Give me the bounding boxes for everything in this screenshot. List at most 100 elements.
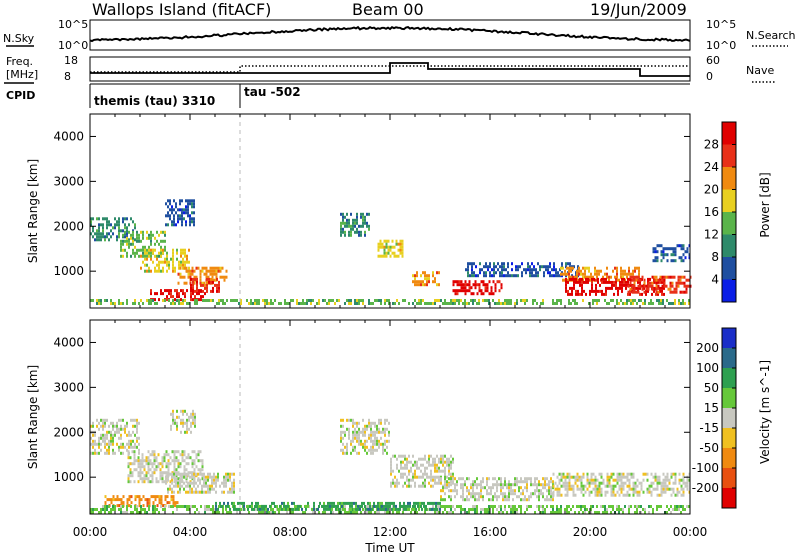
velocity-echo-cell	[530, 505, 532, 508]
velocity-echo-cell	[436, 481, 438, 485]
velocity-echo-cell	[406, 466, 408, 470]
velocity-echo-cell	[596, 493, 599, 497]
velocity-echo-cell	[139, 474, 142, 478]
velocity-echo-cell	[403, 501, 405, 505]
power-echo-cell	[318, 302, 320, 305]
velocity-echo-cell	[630, 505, 632, 508]
velocity-echo-cell	[166, 501, 169, 505]
velocity-echo-cell	[580, 478, 583, 482]
velocity-echo-cell	[140, 511, 142, 514]
power-echo-cell	[167, 223, 169, 227]
power-echo-cell	[450, 299, 452, 302]
power-echo-cell	[389, 245, 392, 249]
velocity-echo-cell	[188, 427, 190, 431]
power-echo-cell	[360, 233, 362, 237]
power-echo-cell	[552, 299, 554, 302]
velocity-echo-cell	[130, 501, 133, 505]
velocity-echo-cell	[179, 478, 181, 482]
velocity-echo-cell	[470, 495, 472, 499]
velocity-echo-cell	[476, 486, 478, 490]
power-echo-cell	[162, 239, 164, 243]
velocity-echo-cell	[514, 492, 516, 496]
power-echo-cell	[146, 251, 148, 255]
power-echo-cell	[177, 214, 179, 218]
velocity-echo-cell	[474, 511, 476, 514]
velocity-echo-cell	[414, 469, 416, 473]
velocity-echo-cell	[287, 507, 289, 511]
velocity-echo-cell	[175, 468, 178, 472]
velocity-echo-cell	[348, 427, 350, 431]
velocity-echo-cell	[332, 511, 334, 514]
velocity-echo-cell	[183, 481, 185, 485]
power-echo-cell	[146, 263, 148, 267]
velocity-echo-cell	[108, 439, 110, 443]
power-echo-cell	[362, 215, 364, 219]
velocity-colorbar-tick-label: -50	[699, 441, 719, 455]
velocity-echo-cell	[136, 445, 138, 449]
power-echo-cell	[177, 220, 179, 224]
velocity-echo-cell	[664, 478, 667, 482]
velocity-echo-cell	[628, 472, 631, 476]
velocity-echo-cell	[520, 477, 522, 481]
power-echo-cell	[668, 247, 671, 251]
velocity-echo-cell	[138, 504, 141, 508]
power-echo-cell	[128, 242, 130, 246]
velocity-echo-cell	[167, 459, 170, 463]
power-echo-cell	[196, 289, 198, 293]
power-echo-cell	[664, 247, 667, 251]
power-echo-cell	[615, 283, 617, 287]
power-echo-cell	[651, 287, 654, 291]
power-echo-cell	[581, 280, 583, 284]
power-echo-cell	[192, 286, 194, 290]
velocity-echo-cell	[317, 507, 319, 511]
velocity-echo-cell	[490, 498, 492, 502]
velocity-echo-cell	[536, 489, 538, 493]
power-echo-cell	[383, 254, 386, 258]
velocity-echo-cell	[388, 421, 390, 425]
power-echo-cell	[535, 271, 537, 275]
velocity-echo-cell	[313, 504, 315, 508]
power-echo-cell	[132, 239, 134, 243]
power-echo-cell	[485, 262, 487, 266]
power-echo-cell	[372, 302, 374, 305]
velocity-echo-cell	[112, 436, 114, 440]
velocity-echo-cell	[558, 490, 561, 494]
velocity-echo-cell	[227, 472, 229, 476]
velocity-echo-cell	[636, 493, 639, 497]
velocity-echo-cell	[255, 504, 257, 508]
velocity-echo-cell	[199, 450, 202, 454]
power-echo-cell	[190, 286, 192, 290]
power-echo-cell	[616, 272, 618, 276]
velocity-echo-cell	[369, 501, 371, 505]
power-echo-cell	[173, 223, 175, 227]
power-echo-cell	[454, 302, 456, 305]
velocity-echo-cell	[180, 418, 182, 422]
power-echo-cell	[187, 272, 190, 276]
power-echo-cell	[182, 260, 184, 264]
velocity-echo-cell	[194, 421, 196, 425]
power-echo-cell	[483, 265, 485, 269]
velocity-echo-cell	[542, 495, 544, 499]
power-echo-cell	[426, 280, 428, 284]
power-echo-cell	[486, 283, 489, 287]
velocity-echo-cell	[374, 424, 376, 428]
power-echo-cell	[582, 272, 584, 276]
velocity-echo-cell	[622, 472, 625, 476]
velocity-echo-cell	[546, 498, 548, 502]
power-echo-cell	[414, 280, 416, 284]
velocity-echo-cell	[360, 439, 362, 443]
power-echo-cell	[348, 302, 350, 305]
velocity-echo-cell	[376, 430, 378, 434]
power-echo-cell	[494, 286, 497, 290]
velocity-echo-cell	[364, 448, 366, 452]
velocity-echo-cell	[556, 505, 558, 508]
velocity-echo-cell	[435, 501, 437, 505]
velocity-echo-cell	[112, 433, 114, 437]
power-echo-cell	[589, 289, 591, 293]
velocity-echo-cell	[215, 475, 217, 479]
velocity-echo-cell	[430, 454, 432, 458]
velocity-echo-cell	[188, 415, 190, 419]
velocity-echo-cell	[512, 498, 514, 502]
velocity-echo-cell	[522, 492, 524, 496]
